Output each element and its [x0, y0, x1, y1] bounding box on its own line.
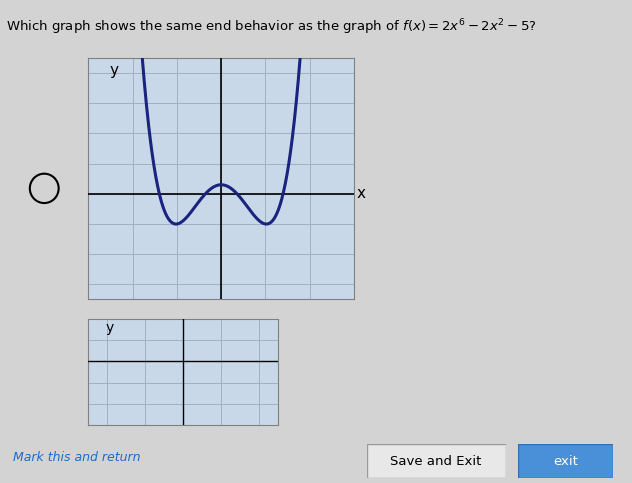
- Text: y: y: [106, 321, 114, 335]
- FancyBboxPatch shape: [367, 444, 506, 478]
- Text: Save and Exit: Save and Exit: [391, 455, 482, 468]
- Text: exit: exit: [553, 455, 578, 468]
- Text: Which graph shows the same end behavior as the graph of $f(x) = 2x^6 - 2x^2 - 5$: Which graph shows the same end behavior …: [6, 17, 537, 37]
- Text: x: x: [356, 185, 365, 201]
- Text: y: y: [110, 63, 119, 78]
- FancyBboxPatch shape: [518, 444, 613, 478]
- Text: Mark this and return: Mark this and return: [13, 451, 140, 464]
